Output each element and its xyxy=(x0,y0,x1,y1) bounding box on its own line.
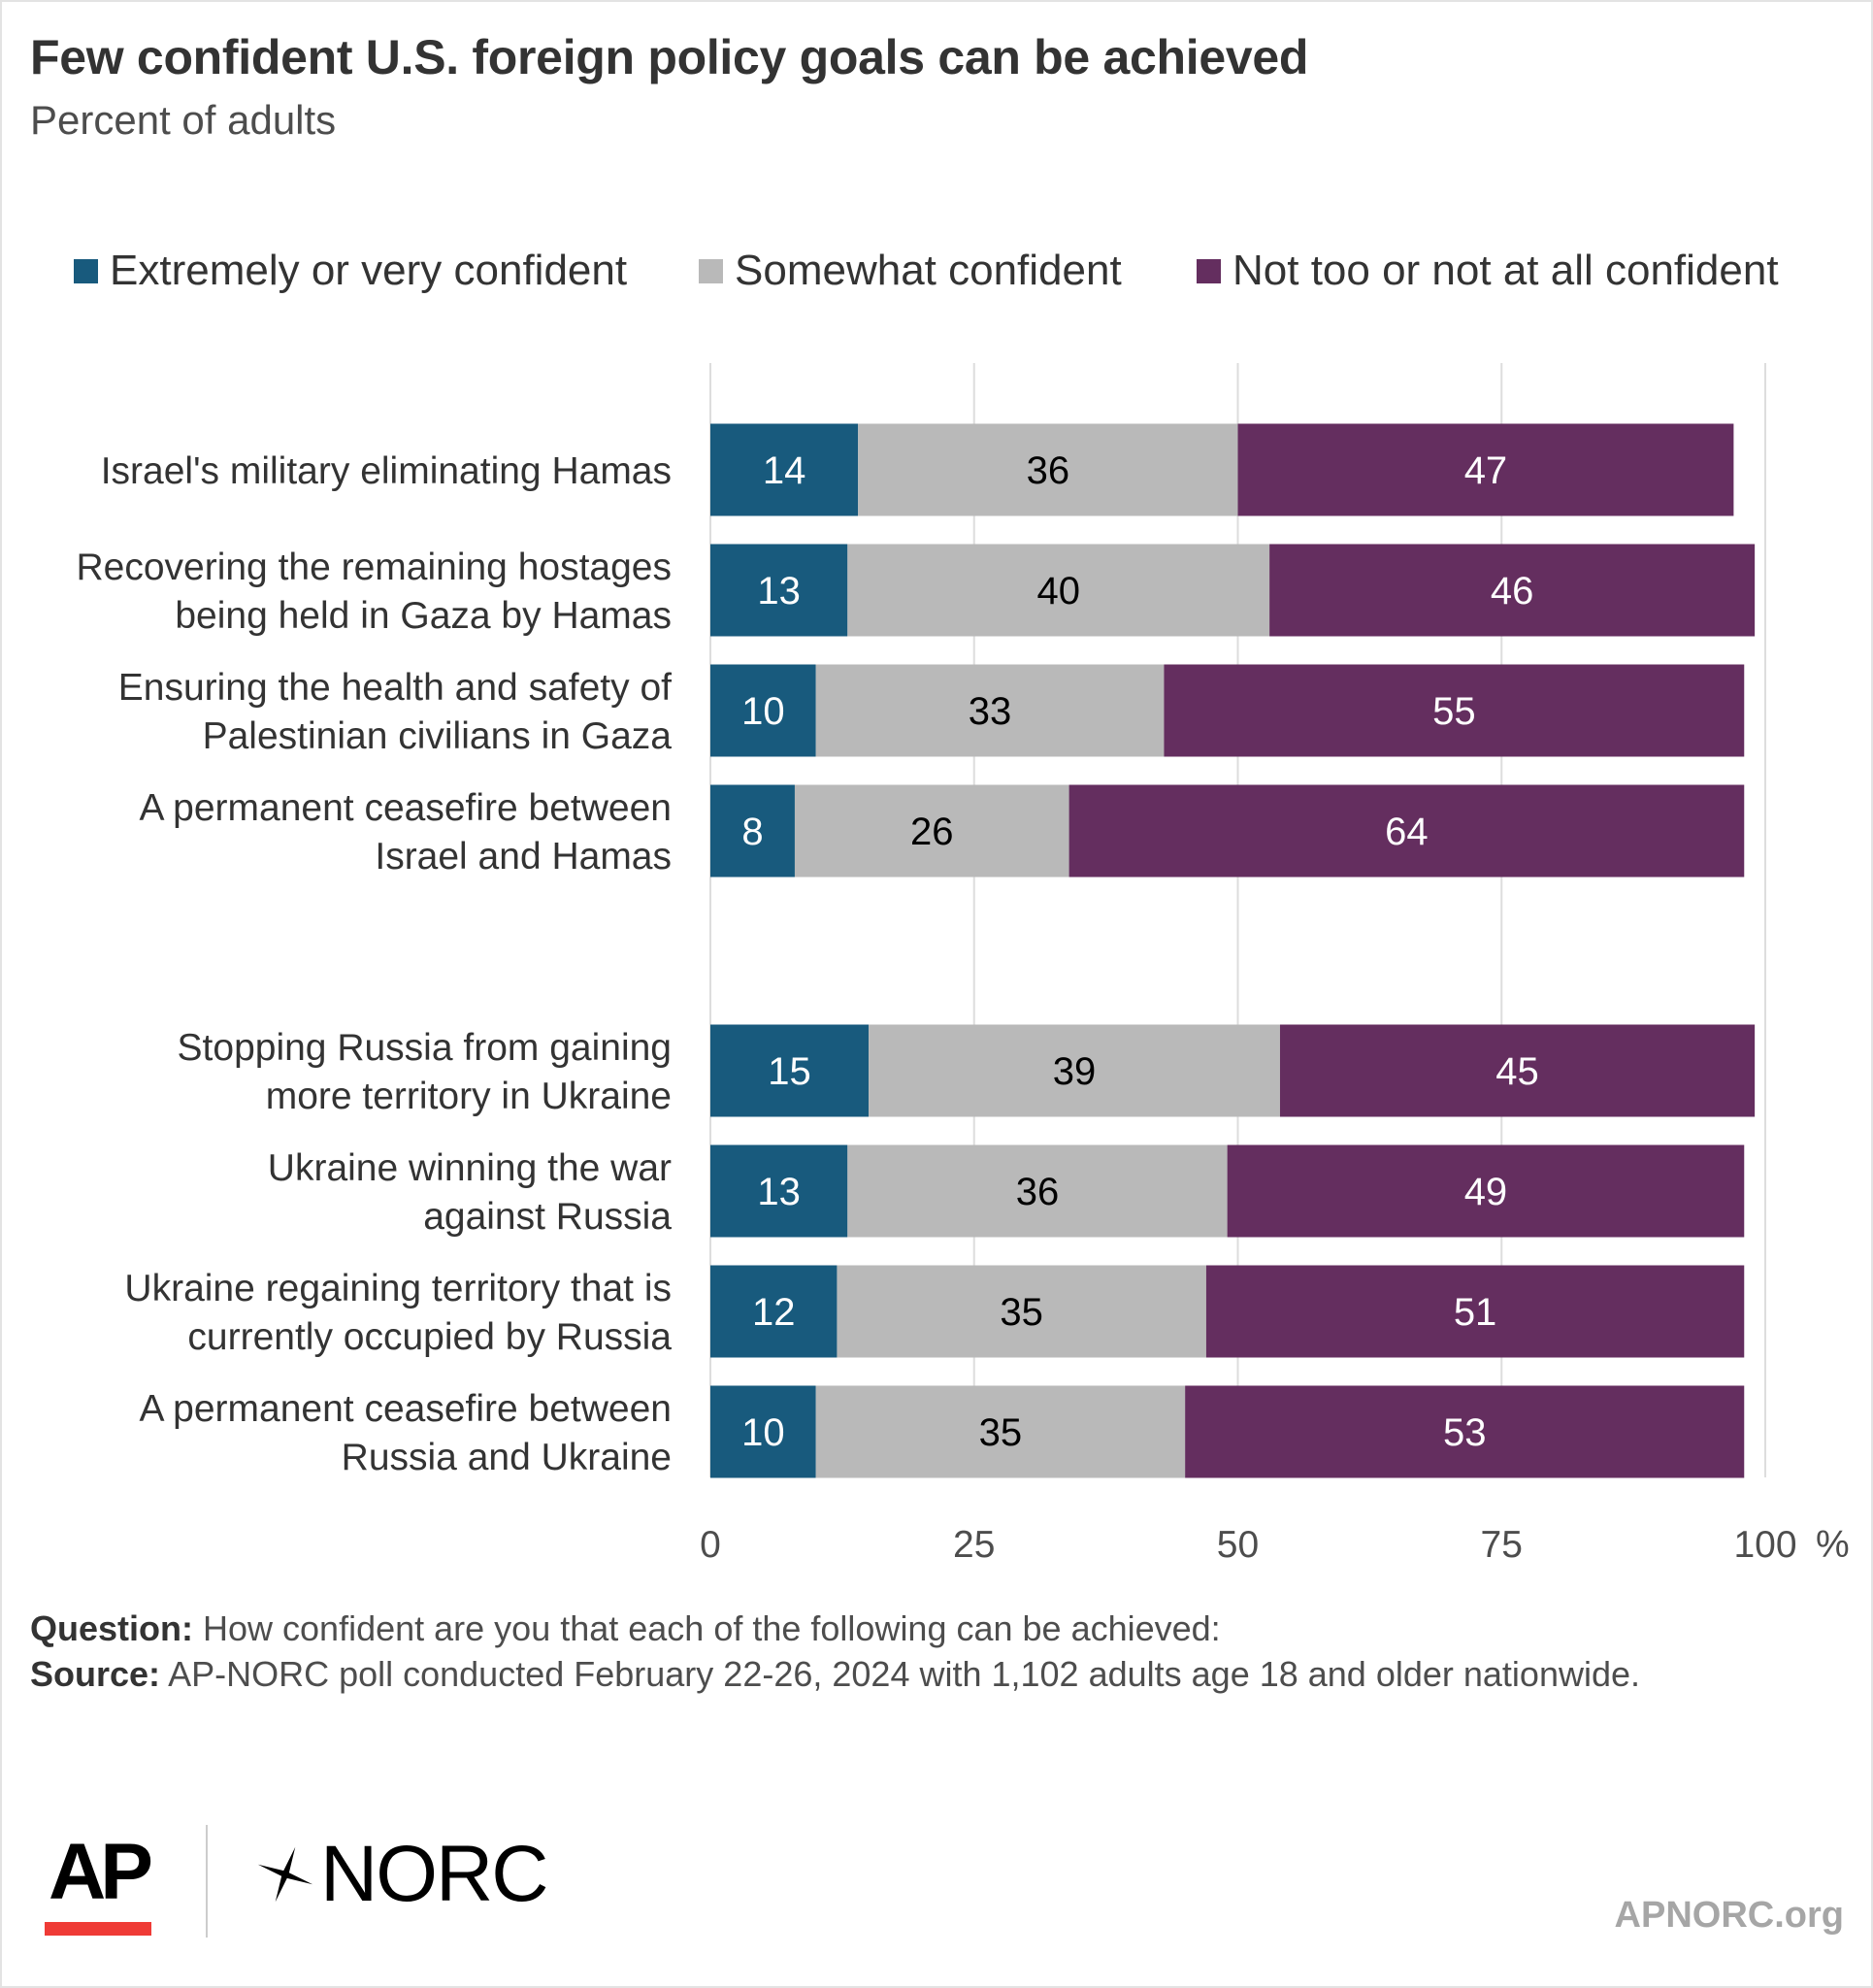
data-label: 64 xyxy=(1385,811,1429,853)
legend-label-somewhat: Somewhat confident xyxy=(735,247,1122,294)
chart-title: Few confident U.S. foreign policy goals … xyxy=(30,30,1309,84)
data-label: 12 xyxy=(752,1291,796,1334)
category-label: Ukraine winning the war xyxy=(268,1147,672,1189)
data-label: 10 xyxy=(741,1411,785,1454)
category-label: Ukraine regaining territory that is xyxy=(124,1268,672,1309)
x-tick-label: 75 xyxy=(1481,1524,1523,1566)
bar-segment xyxy=(1237,423,1734,516)
category-label: A permanent ceasefire between xyxy=(139,787,672,829)
source-text: AP-NORC poll conducted February 22-26, 2… xyxy=(160,1654,1641,1694)
category-label: Israel's military eliminating Hamas xyxy=(101,450,672,492)
category-label: Russia and Ukraine xyxy=(342,1437,672,1478)
category-label: more territory in Ukraine xyxy=(266,1076,672,1117)
data-label: 45 xyxy=(1495,1050,1539,1093)
x-tick-label: 25 xyxy=(953,1524,995,1566)
data-label: 13 xyxy=(757,1171,801,1213)
legend-item-extremely: Extremely or very confident xyxy=(74,247,627,295)
data-label: 33 xyxy=(969,690,1012,733)
bar-segment xyxy=(1068,784,1745,878)
bar-segment xyxy=(794,784,1069,878)
logos: AP NORC xyxy=(41,1807,584,1953)
chart-subtitle: Percent of adults xyxy=(30,97,337,143)
data-label: 8 xyxy=(741,811,763,853)
norc-star-icon xyxy=(257,1846,313,1903)
bar-segment xyxy=(710,664,816,757)
bar-segment xyxy=(847,1144,1228,1238)
question-line: Question: How confident are you that eac… xyxy=(30,1606,1640,1651)
data-label: 14 xyxy=(763,449,806,492)
bar-segment xyxy=(837,1265,1206,1358)
bar-chart: 14 36 47 Israel's military eliminating Hama… xyxy=(76,363,1850,1566)
bar-segment xyxy=(858,423,1238,516)
ap-logo-bar xyxy=(45,1922,151,1936)
bar-segment xyxy=(1227,1144,1745,1238)
data-label: 36 xyxy=(1016,1171,1060,1213)
legend-swatch-extremely xyxy=(74,258,98,283)
question-text: How confident are you that each of the f… xyxy=(193,1608,1221,1648)
x-tick-label: 50 xyxy=(1217,1524,1259,1566)
x-tick-label: 0 xyxy=(700,1524,721,1566)
bar-segment xyxy=(710,544,848,637)
bar-segment xyxy=(815,664,1165,757)
x-tick-label: 100 xyxy=(1733,1524,1796,1566)
bar-segment xyxy=(1269,544,1756,637)
category-label: Palestinian civilians in Gaza xyxy=(203,715,673,757)
bar-segment xyxy=(1164,664,1745,757)
source-line: Source: AP-NORC poll conducted February … xyxy=(30,1651,1640,1697)
norc-logo-text: NORC xyxy=(320,1830,548,1918)
legend-swatch-not xyxy=(1197,258,1221,283)
legend-item-not: Not too or not at all confident xyxy=(1197,247,1779,295)
chart-footer: Question: How confident are you that eac… xyxy=(30,1606,1640,1697)
data-label: 55 xyxy=(1432,690,1476,733)
data-label: 49 xyxy=(1464,1171,1508,1213)
data-label: 15 xyxy=(768,1050,811,1093)
data-label: 35 xyxy=(1000,1291,1043,1334)
category-label: Ensuring the health and safety of xyxy=(118,667,672,709)
data-label: 26 xyxy=(910,811,954,853)
category-label: currently occupied by Russia xyxy=(187,1316,672,1358)
source-label: Source: xyxy=(30,1654,161,1694)
category-label: being held in Gaza by Hamas xyxy=(175,595,672,637)
data-label: 10 xyxy=(741,690,785,733)
bar-segment xyxy=(710,423,859,516)
data-label: 46 xyxy=(1491,570,1534,613)
category-label: Stopping Russia from gaining xyxy=(178,1027,672,1069)
bar-segment xyxy=(710,1024,870,1117)
data-label: 39 xyxy=(1053,1050,1097,1093)
question-label: Question: xyxy=(30,1608,193,1648)
bar-segment xyxy=(710,1265,838,1358)
data-label: 53 xyxy=(1443,1411,1487,1454)
site-link[interactable]: APNORC.org xyxy=(1614,1895,1844,1936)
category-label: against Russia xyxy=(423,1196,672,1238)
legend-item-somewhat: Somewhat confident xyxy=(699,247,1122,295)
bar-segment xyxy=(710,1144,848,1238)
bar-segment xyxy=(1279,1024,1756,1117)
data-label: 51 xyxy=(1454,1291,1497,1334)
ap-logo: AP xyxy=(49,1828,153,1916)
norc-logo: NORC xyxy=(254,1829,548,1920)
bar-segment xyxy=(869,1024,1280,1117)
bar-segment xyxy=(1185,1385,1745,1478)
data-label: 40 xyxy=(1036,570,1080,613)
logo-divider xyxy=(206,1825,208,1938)
category-label: A permanent ceasefire between xyxy=(139,1388,672,1430)
legend-label-extremely: Extremely or very confident xyxy=(110,247,628,294)
category-label: Recovering the remaining hostages xyxy=(76,547,672,588)
bar-segment xyxy=(815,1385,1186,1478)
legend-label-not: Not too or not at all confident xyxy=(1232,247,1779,294)
x-unit-label: % xyxy=(1816,1524,1850,1566)
legend-swatch-somewhat xyxy=(699,258,723,283)
category-label: Israel and Hamas xyxy=(375,836,672,878)
bar-segment xyxy=(847,544,1270,637)
data-label: 35 xyxy=(979,1411,1023,1454)
bar-segment xyxy=(1205,1265,1745,1358)
data-label: 47 xyxy=(1464,449,1508,492)
bar-segment xyxy=(710,784,795,878)
data-label: 13 xyxy=(757,570,801,613)
data-label: 36 xyxy=(1027,449,1070,492)
bar-segment xyxy=(710,1385,816,1478)
